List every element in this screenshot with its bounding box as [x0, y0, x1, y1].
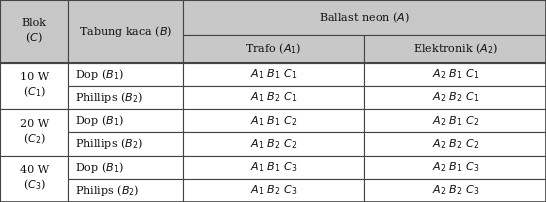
Text: $A_1$ $B_1$ $C_2$: $A_1$ $B_1$ $C_2$: [250, 114, 298, 128]
Bar: [183, 35, 365, 63]
Bar: [183, 179, 365, 202]
Text: Trafo ($A_1$): Trafo ($A_1$): [246, 42, 302, 56]
Text: $A_2$ $B_2$ $C_2$: $A_2$ $B_2$ $C_2$: [431, 137, 479, 151]
Bar: [183, 63, 365, 86]
Text: 40 W
($C_3$): 40 W ($C_3$): [20, 165, 49, 192]
Bar: [365, 35, 546, 63]
Bar: [0, 109, 68, 156]
Bar: [68, 86, 183, 109]
Text: 20 W
($C_2$): 20 W ($C_2$): [20, 119, 49, 146]
Bar: [68, 63, 183, 86]
Bar: [68, 132, 183, 156]
Text: Blok
($C$): Blok ($C$): [22, 18, 46, 45]
Bar: [183, 86, 365, 109]
Bar: [0, 156, 68, 202]
Text: $A_1$ $B_2$ $C_1$: $A_1$ $B_2$ $C_1$: [250, 90, 298, 104]
Bar: [365, 109, 546, 132]
Text: Philips ($B_2$): Philips ($B_2$): [75, 183, 139, 198]
Bar: [68, 0, 183, 63]
Text: $A_1$ $B_2$ $C_2$: $A_1$ $B_2$ $C_2$: [250, 137, 298, 151]
Bar: [68, 109, 183, 132]
Bar: [365, 156, 546, 179]
Bar: [183, 109, 365, 132]
Text: $A_1$ $B_1$ $C_1$: $A_1$ $B_1$ $C_1$: [250, 67, 298, 81]
Text: Elektronik ($A_2$): Elektronik ($A_2$): [413, 42, 498, 56]
Text: $A_1$ $B_2$ $C_3$: $A_1$ $B_2$ $C_3$: [250, 183, 298, 197]
Text: $A_2$ $B_1$ $C_2$: $A_2$ $B_1$ $C_2$: [431, 114, 479, 128]
Text: $A_2$ $B_1$ $C_1$: $A_2$ $B_1$ $C_1$: [431, 67, 479, 81]
Text: Phillips ($B_2$): Phillips ($B_2$): [75, 90, 143, 105]
Bar: [365, 63, 546, 86]
Bar: [0, 0, 68, 63]
Text: $A_2$ $B_2$ $C_1$: $A_2$ $B_2$ $C_1$: [431, 90, 479, 104]
Bar: [68, 156, 183, 179]
Text: $A_2$ $B_2$ $C_3$: $A_2$ $B_2$ $C_3$: [431, 183, 479, 197]
Bar: [365, 86, 546, 109]
Bar: [68, 179, 183, 202]
Bar: [0, 63, 68, 109]
Text: Tabung kaca ($B$): Tabung kaca ($B$): [79, 24, 173, 39]
Text: Phillips ($B_2$): Phillips ($B_2$): [75, 136, 143, 152]
Text: 10 W
($C_1$): 10 W ($C_1$): [20, 73, 49, 99]
Text: Dop ($B_1$): Dop ($B_1$): [75, 67, 124, 82]
Bar: [365, 179, 546, 202]
Text: Ballast neon ($A$): Ballast neon ($A$): [319, 11, 410, 25]
Bar: [183, 0, 546, 35]
Bar: [365, 132, 546, 156]
Text: Dop ($B_1$): Dop ($B_1$): [75, 113, 124, 128]
Text: $A_1$ $B_1$ $C_3$: $A_1$ $B_1$ $C_3$: [250, 160, 298, 174]
Bar: [183, 132, 365, 156]
Text: Dop ($B_1$): Dop ($B_1$): [75, 160, 124, 175]
Bar: [183, 156, 365, 179]
Text: $A_2$ $B_1$ $C_3$: $A_2$ $B_1$ $C_3$: [431, 160, 479, 174]
